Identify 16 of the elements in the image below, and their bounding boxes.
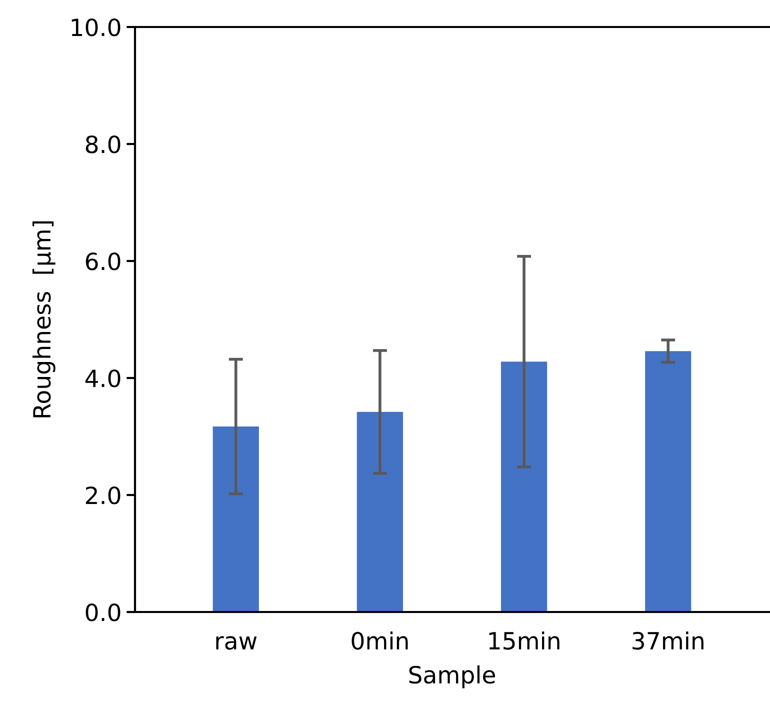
bar <box>645 351 692 612</box>
bar <box>356 412 404 612</box>
x-tick-label: raw <box>216 636 257 650</box>
y-tick-label: 8.0 <box>86 135 120 154</box>
x-tick-label: 37min <box>632 631 704 650</box>
y-tick-label: 4.0 <box>85 369 120 388</box>
x-axis-title: Sample <box>409 665 496 688</box>
bar <box>500 362 548 612</box>
bar <box>212 426 259 612</box>
x-tick-label: 0min <box>352 631 408 650</box>
y-tick-label: 6.0 <box>86 252 120 270</box>
y-axis-title: Roughness [µm] <box>32 221 56 418</box>
y-tick-label: 2.0 <box>86 486 120 504</box>
y-tick-label: 0.0 <box>86 603 120 622</box>
y-tick-label: 10.0 <box>72 18 120 36</box>
x-tick-label: 15min <box>489 631 560 650</box>
